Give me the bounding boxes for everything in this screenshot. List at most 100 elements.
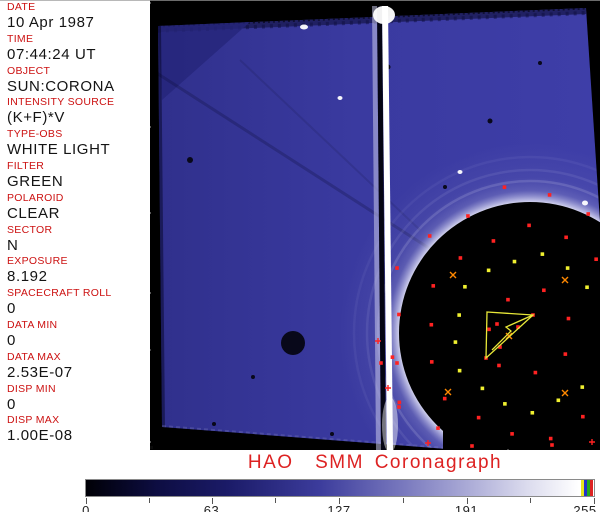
field-label: SECTOR bbox=[7, 223, 53, 236]
calibration-dot bbox=[390, 355, 395, 359]
window-top-border bbox=[0, 0, 600, 1]
footer: HAO SMM Coronagraph 0 63 127 191 255 bbox=[0, 450, 600, 512]
colorbar-tick bbox=[466, 498, 468, 504]
field-value: 0 bbox=[7, 395, 16, 413]
diffraction-ring bbox=[365, 168, 600, 449]
field-value: 1.00E-08 bbox=[7, 427, 73, 445]
colorbar-minor-tick bbox=[530, 498, 532, 503]
field-label: EXPOSURE bbox=[7, 255, 68, 268]
instrument-title: HAO SMM Coronagraph bbox=[247, 452, 503, 473]
calibration-dot bbox=[502, 185, 507, 189]
colorbar-tick-label: 63 bbox=[203, 503, 220, 512]
calibration-dot bbox=[457, 368, 462, 373]
calibration-dot bbox=[585, 285, 589, 290]
calibration-dot bbox=[436, 426, 440, 430]
pylon-bottom-glow bbox=[382, 397, 398, 450]
sidebar-field-row: SPACECRAFT ROLL 0 bbox=[7, 288, 152, 317]
calibration-dot bbox=[586, 212, 591, 216]
colorbar-minor-tick bbox=[148, 498, 150, 503]
field-label: DISP MIN bbox=[7, 382, 56, 395]
field-label: DATE bbox=[7, 1, 36, 13]
calibration-dot bbox=[564, 235, 568, 240]
field-label: DISP MAX bbox=[7, 414, 60, 427]
field-label: DATA MIN bbox=[7, 319, 58, 331]
field-value: N bbox=[7, 236, 19, 254]
sidebar-field-row: POLAROID CLEAR bbox=[7, 191, 152, 221]
colorbar-tick bbox=[339, 498, 340, 504]
sidebar-field-row: INTENSITY SOURCE (K+F)*V bbox=[7, 96, 152, 127]
occulting-disk bbox=[399, 202, 600, 450]
field-value: 8.192 bbox=[7, 268, 48, 286]
sidebar-field-row: EXPOSURE 8.192 bbox=[7, 255, 152, 286]
calibration-xmark bbox=[561, 389, 569, 397]
sidebar-field-row: OBJECT SUN:CORONA bbox=[7, 65, 152, 94]
calibration-dot bbox=[480, 386, 485, 391]
calibration-dot bbox=[556, 398, 561, 403]
field-label: DATA MAX bbox=[7, 350, 61, 363]
dark-spot bbox=[330, 432, 334, 436]
calibration-xmark bbox=[561, 276, 569, 284]
calibration-dot bbox=[397, 400, 402, 405]
calibration-dot bbox=[431, 284, 436, 288]
calibration-dot bbox=[527, 223, 531, 228]
colorbar-tick bbox=[594, 498, 595, 504]
field-value: (K+F)*V bbox=[7, 109, 65, 127]
calibration-dot bbox=[429, 360, 434, 364]
field-label: TYPE-OBS bbox=[7, 128, 63, 141]
calibration-dot bbox=[533, 370, 538, 375]
colorbar-tick bbox=[211, 498, 213, 504]
field-value: WHITE LIGHT bbox=[7, 141, 111, 159]
dark-spot bbox=[281, 331, 305, 355]
calibration-dot bbox=[548, 436, 553, 441]
calibration-dot bbox=[395, 266, 399, 270]
calibration-dot bbox=[395, 361, 399, 365]
calibration-dot bbox=[427, 234, 432, 238]
calibration-dot bbox=[463, 284, 467, 289]
calibration-dot bbox=[491, 239, 496, 243]
calibration-dot bbox=[542, 288, 546, 293]
white-speck bbox=[582, 200, 588, 206]
pylon-top-highlight bbox=[373, 6, 395, 24]
colorbar-tick bbox=[86, 498, 87, 504]
corner-noise-patch bbox=[158, 22, 250, 100]
colorbar-minor-tick bbox=[275, 498, 277, 503]
field-value: 07:44:24 UT bbox=[7, 45, 97, 63]
calibration-dot bbox=[581, 414, 585, 419]
calibration-dot bbox=[565, 266, 570, 270]
colorbar bbox=[85, 479, 595, 497]
field-label: POLAROID bbox=[7, 191, 64, 204]
sidebar-field-row: DATE 10 Apr 1987 bbox=[7, 1, 152, 31]
white-speck bbox=[300, 24, 308, 30]
occulter-pylon bbox=[372, 6, 398, 450]
calibration-dot bbox=[594, 257, 598, 262]
calibration-dot bbox=[516, 325, 520, 329]
calibration-dot bbox=[512, 259, 517, 264]
calibration-dot bbox=[547, 193, 552, 197]
calibration-dot bbox=[476, 415, 481, 420]
dark-spot bbox=[251, 375, 255, 379]
field-value: GREEN bbox=[7, 173, 64, 190]
calibration-dot bbox=[442, 396, 447, 401]
calibration-dot bbox=[506, 297, 510, 302]
calibration-dot bbox=[397, 312, 401, 317]
sidebar-field-row: TIME 07:44:24 UT bbox=[7, 33, 152, 63]
calibration-dot bbox=[498, 345, 502, 349]
calibration-dot bbox=[429, 322, 434, 327]
disk-lower-mask bbox=[443, 415, 600, 450]
calibration-dot bbox=[487, 327, 491, 332]
field-value: 2.53E-07 bbox=[7, 363, 73, 381]
sidebar-field-row: DISP MIN 0 bbox=[7, 382, 152, 413]
dark-spot bbox=[212, 422, 216, 426]
calibration-dot bbox=[550, 443, 554, 447]
colorbar-tick-label: 191 bbox=[454, 503, 479, 512]
sidebar-field-row: FILTER GREEN bbox=[7, 161, 152, 190]
field-label: INTENSITY SOURCE bbox=[7, 96, 115, 109]
calibration-plus-mark bbox=[589, 439, 595, 445]
calibration-dot bbox=[470, 444, 474, 448]
diffraction-ring bbox=[352, 155, 600, 449]
calibration-dot bbox=[580, 385, 585, 389]
calibration-xmark bbox=[444, 388, 452, 396]
white-speck bbox=[457, 170, 463, 174]
